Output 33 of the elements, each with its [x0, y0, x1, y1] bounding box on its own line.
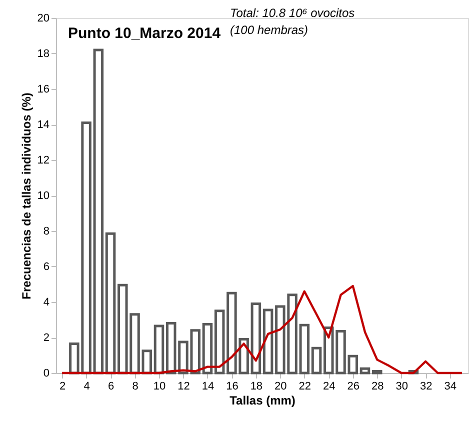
- x-tick-label: 28: [371, 380, 384, 392]
- x-tick-label: 4: [84, 380, 90, 392]
- y-tick-label: 10: [37, 190, 50, 202]
- x-tick-label: 26: [347, 380, 360, 392]
- y-tick-label: 2: [43, 332, 50, 344]
- x-tick-label: 22: [298, 380, 312, 392]
- x-tick-label: 20: [274, 380, 287, 392]
- x-tick-label: 12: [178, 380, 190, 392]
- x-tick-label: 18: [250, 380, 263, 392]
- y-tick-label: 6: [43, 261, 50, 273]
- x-tick-label: 10: [153, 380, 166, 392]
- x-tick-label: 8: [132, 380, 138, 392]
- annotation: Total: 10.8 10⁶ ovocitos: [230, 6, 355, 20]
- x-tick-label: 2: [59, 380, 66, 392]
- y-tick-label: 18: [37, 48, 50, 60]
- y-tick-label: 8: [43, 226, 50, 238]
- x-axis-title: Tallas (mm): [230, 394, 296, 408]
- y-tick-label: 12: [37, 154, 50, 166]
- x-tick-label: 6: [108, 380, 114, 392]
- x-tick-label: 16: [226, 380, 238, 392]
- y-tick-label: 0: [43, 368, 50, 380]
- y-axis-title: Frecuencias de tallas individuos (%): [19, 92, 34, 300]
- x-tick-label: 34: [444, 380, 456, 392]
- y-tick-label: 16: [37, 84, 50, 96]
- y-tick-label: 4: [43, 296, 50, 308]
- y-tick-label: 20: [37, 12, 50, 24]
- y-tick-label: 14: [37, 119, 50, 131]
- x-tick-label: 32: [420, 380, 432, 392]
- x-tick-label: 24: [323, 380, 336, 392]
- x-tick-label: 14: [202, 380, 214, 392]
- text: Punto 10_Marzo 2014: [68, 25, 222, 42]
- annotation: (100 hembras): [230, 23, 308, 37]
- x-tick-label: 30: [396, 380, 408, 392]
